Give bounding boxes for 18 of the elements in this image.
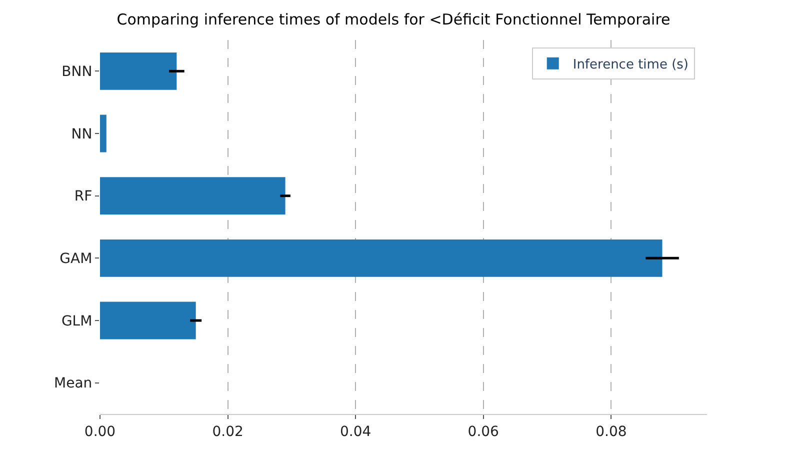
legend-label: Inference time (s)	[572, 58, 689, 72]
y-tick-label: GAM	[60, 251, 92, 268]
y-tick-label: Mean	[54, 376, 92, 392]
x-tick-label: 0.00	[84, 424, 116, 440]
x-tick-label: 0.08	[596, 424, 627, 440]
bar	[100, 114, 106, 152]
y-tick-label: RF	[74, 188, 92, 205]
y-tick-label: BNN	[62, 64, 92, 80]
x-tick-label: 0.06	[468, 424, 500, 440]
bar	[100, 52, 177, 90]
x-tick-label: 0.04	[340, 424, 372, 440]
y-tick-label: GLM	[61, 313, 92, 330]
bar	[100, 177, 286, 215]
chart-title: Comparing inference times of models for <Déficit Fonctionnel Temporaire	[116, 10, 670, 28]
y-tick-label: NN	[71, 126, 92, 142]
bar	[100, 239, 662, 277]
bar	[100, 302, 196, 340]
x-tick-label: 0.02	[212, 424, 244, 440]
